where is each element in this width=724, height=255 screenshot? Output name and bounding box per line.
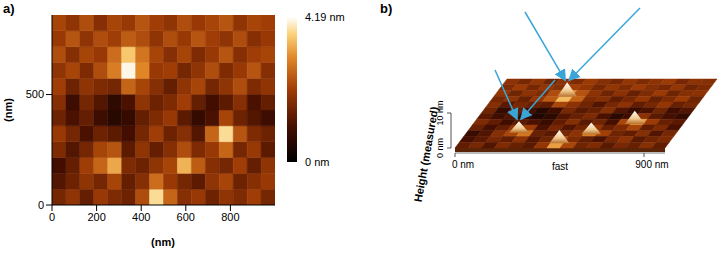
svg-text:0: 0 — [49, 211, 55, 223]
svg-text:0: 0 — [38, 199, 44, 211]
svg-text:0 nm: 0 nm — [435, 138, 445, 158]
svg-text:0 nm: 0 nm — [452, 159, 474, 170]
svg-text:(nm): (nm) — [2, 98, 14, 122]
svg-text:(nm): (nm) — [151, 236, 175, 248]
svg-text:500: 500 — [26, 88, 44, 100]
svg-text:a): a) — [3, 1, 15, 16]
svg-text:600: 600 — [177, 211, 195, 223]
svg-text:0 nm: 0 nm — [305, 156, 329, 168]
svg-text:900 nm: 900 nm — [635, 159, 668, 170]
svg-text:200: 200 — [87, 211, 105, 223]
svg-text:800: 800 — [221, 211, 239, 223]
svg-text:10 nm: 10 nm — [435, 100, 445, 125]
svg-text:4.19 nm: 4.19 nm — [305, 11, 345, 23]
svg-text:fast: fast — [552, 161, 568, 172]
svg-text:400: 400 — [132, 211, 150, 223]
svg-text:Height (measured): Height (measured) — [412, 105, 441, 203]
svg-text:b): b) — [380, 1, 392, 16]
